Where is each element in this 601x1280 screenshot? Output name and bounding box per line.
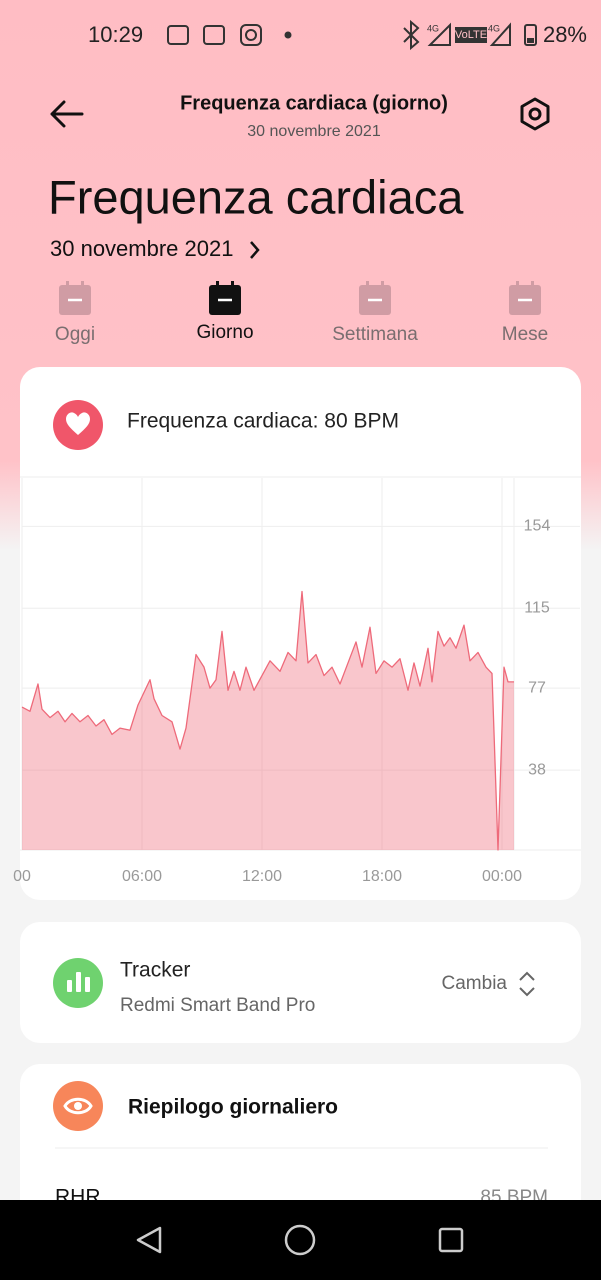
x-tick-label: 06:00 [122, 868, 162, 885]
change-icon[interactable] [519, 971, 535, 997]
heart-rate-label: Frequenza cardiaca: 80 BPM [127, 410, 399, 433]
y-tick-label: 38 [528, 761, 546, 778]
heart-icon [66, 412, 90, 435]
battery-text: 28% [543, 22, 587, 47]
tracker-device: Redmi Smart Band Pro [120, 995, 315, 1016]
battery-level [527, 38, 534, 43]
tracker-title: Tracker [120, 959, 190, 982]
page-title: Frequenza cardiaca [48, 170, 464, 223]
network-label: 4G [488, 23, 500, 33]
volte-badge [455, 27, 487, 43]
chart-card [20, 367, 581, 900]
dot [284, 31, 292, 39]
tab-label[interactable]: Mese [502, 324, 548, 345]
y-tick-label: 77 [528, 679, 546, 696]
tab-label[interactable]: Settimana [332, 324, 418, 345]
back-button[interactable] [50, 100, 84, 128]
tab-icon-ring [231, 281, 234, 288]
nav-home[interactable] [284, 1224, 316, 1256]
tab-icon-ring [66, 281, 69, 288]
area-fill [22, 591, 514, 850]
battery-icon [524, 24, 537, 46]
y-tick-label: 115 [524, 600, 550, 617]
plot: 00 06:00 12:00 18:00 00:00 38 77 115 154 [13, 478, 580, 885]
nav-recents[interactable] [438, 1227, 464, 1253]
x-tick-label: 00 [13, 868, 31, 885]
bluetooth-icon [403, 19, 420, 51]
tracker-card [20, 922, 581, 1043]
x-tick-label: 18:00 [362, 868, 402, 885]
signal-icon [427, 22, 451, 46]
network-label: VoLTE [455, 29, 487, 41]
header-title: Frequenza cardiaca (giorno) [180, 92, 448, 114]
date-selector[interactable]: 30 novembre 2021 [50, 236, 233, 261]
x-tick-label: 00:00 [482, 868, 522, 885]
line [21, 590, 514, 851]
notification-icons [167, 24, 262, 46]
tracker-icon [67, 972, 90, 992]
tab-icon-ring [216, 281, 219, 288]
settings-button[interactable] [520, 97, 550, 131]
tab-icon-ring [381, 281, 384, 288]
tab-label[interactable]: Oggi [55, 324, 95, 345]
nav-bar [0, 1200, 601, 1280]
header-subtitle: 30 novembre 2021 [247, 123, 381, 140]
change-button[interactable]: Cambia [442, 973, 508, 994]
tabs: Oggi Giorno Settimana Mese [55, 281, 548, 345]
nav-back[interactable] [136, 1226, 162, 1254]
network-label: 4G [427, 23, 439, 33]
eye-icon [63, 1097, 93, 1115]
summary-title: Riepilogo giornaliero [128, 1096, 338, 1119]
tab-icon-ring [516, 281, 519, 288]
x-tick-label: 12:00 [242, 868, 282, 885]
date-chevron[interactable] [250, 241, 260, 259]
status-time: 10:29 [88, 22, 143, 47]
tab-icon-ring [366, 281, 369, 288]
tab-icon-ring [81, 281, 84, 288]
signal-icon [489, 22, 511, 46]
y-tick-label: 154 [524, 518, 551, 535]
tab-label[interactable]: Giorno [196, 322, 253, 343]
eye-pupil [74, 1102, 82, 1110]
tab-icon-ring [531, 281, 534, 288]
